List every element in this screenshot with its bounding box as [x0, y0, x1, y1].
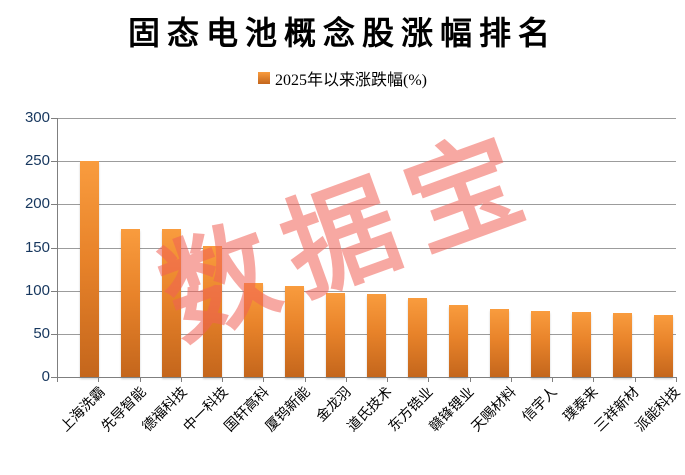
x-axis-tick-label: 厦钨新能: [263, 384, 314, 436]
x-axis-tick-label: 赣锋锂业: [427, 384, 478, 436]
x-tick-mark: [304, 378, 306, 382]
x-tick-mark: [387, 378, 389, 382]
bar: [572, 312, 592, 377]
x-tick-mark: [634, 378, 636, 382]
bar: [531, 311, 551, 377]
y-axis-tick-label: 200: [24, 195, 50, 213]
x-axis-tick-label: 道氏技术: [345, 384, 396, 436]
x-axis-tick-label: 中一科技: [181, 384, 232, 436]
bars: [57, 118, 676, 377]
gridline: [57, 204, 676, 206]
bar: [325, 293, 345, 377]
x-tick-mark: [263, 378, 265, 382]
x-tick-mark: [345, 378, 347, 382]
y-tick-mark: [51, 161, 57, 163]
bar: [161, 229, 181, 377]
x-axis-tick-label: 三祥新材: [591, 384, 643, 436]
x-axis-tick-label: 天赐材料: [468, 384, 519, 436]
legend-swatch-icon: [258, 72, 270, 84]
y-tick-mark: [51, 118, 57, 119]
y-tick-mark: [51, 290, 57, 292]
bar: [448, 305, 468, 377]
x-tick-mark: [593, 378, 595, 382]
x-axis-tick-label: 派能科技: [632, 384, 684, 436]
x-tick-mark: [57, 378, 58, 382]
gridline: [57, 161, 676, 163]
y-axis-tick-label: 100: [24, 281, 50, 299]
y-axis-labels: 0 50 100 150 200 250 300: [0, 109, 50, 385]
bar: [202, 245, 222, 377]
y-axis-tick-label: 300: [24, 109, 50, 126]
bar: [79, 161, 99, 377]
gridline: [57, 247, 676, 249]
bar: [284, 285, 304, 377]
y-axis-tick-label: 250: [24, 152, 50, 170]
bar: [243, 282, 263, 377]
x-tick-mark: [676, 378, 677, 382]
x-axis-tick-label: 德福科技: [140, 384, 191, 436]
x-tick-mark: [222, 378, 224, 382]
x-tick-mark: [180, 378, 182, 382]
plot-area: [57, 118, 676, 377]
bar: [490, 308, 509, 377]
gridline: [57, 118, 676, 119]
bar: [613, 313, 633, 377]
gridline: [57, 290, 676, 292]
chart-title: 固态电池概念股涨幅排名: [127, 15, 557, 51]
y-tick-mark: [51, 333, 57, 335]
x-axis-labels: 上海洗霸 先导智能 德福科技 中一科技 国轩高科 厦钨新能 金龙羽 道氏技术 东方锆业 赣锋锂业天…: [0, 382, 685, 475]
y-tick-mark: [51, 247, 57, 249]
x-tick-mark: [139, 378, 141, 382]
y-axis-line: [57, 118, 58, 378]
y-tick-mark: [51, 204, 57, 206]
x-tick-mark: [510, 378, 512, 382]
bar: [407, 298, 427, 377]
x-tick-mark: [98, 378, 100, 382]
y-axis-tick-label: 0: [41, 368, 50, 385]
legend-label: 2025年以来涨跌幅(%): [275, 72, 427, 89]
x-ticks: [57, 378, 677, 382]
x-tick-mark: [469, 378, 471, 382]
x-axis-line: [57, 377, 677, 378]
gridline: [57, 333, 676, 335]
y-ticks: [51, 118, 57, 378]
bar: [654, 314, 674, 377]
x-axis-tick-label: 信宇人: [519, 384, 560, 426]
y-axis-tick-label: 50: [33, 324, 50, 342]
x-tick-mark: [552, 378, 554, 382]
y-tick-mark: [51, 377, 57, 378]
legend: 2025年以来涨跌幅(%): [0, 66, 685, 90]
x-axis-tick-label: 国轩高科: [222, 384, 273, 436]
x-axis-tick-label: 上海洗霸: [58, 384, 109, 436]
bar: [120, 228, 140, 377]
y-axis-tick-label: 150: [24, 238, 50, 256]
x-axis-tick-label: 先导智能: [99, 384, 150, 436]
x-tick-mark: [428, 378, 430, 382]
bar: [366, 294, 386, 377]
